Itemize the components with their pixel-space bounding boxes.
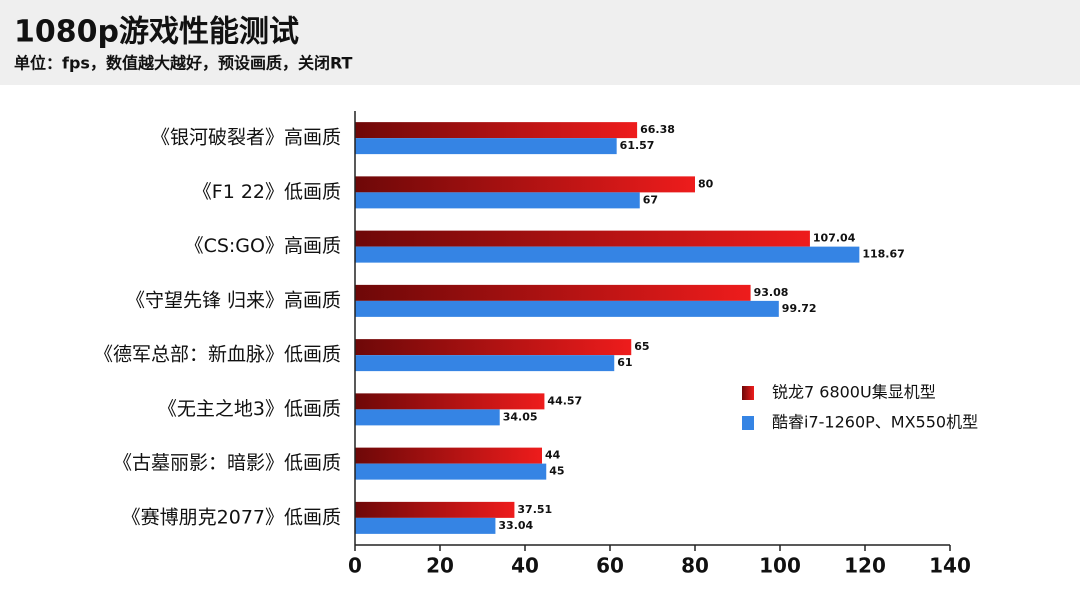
bar bbox=[355, 447, 542, 464]
x-tick-label: 120 bbox=[844, 554, 886, 578]
category-label: 《无主之地3》低画质 bbox=[158, 398, 341, 420]
value-label: 44.57 bbox=[547, 394, 582, 407]
category-label: 《守望先锋 归来》高画质 bbox=[126, 289, 341, 311]
bar bbox=[355, 284, 751, 301]
value-label: 93.08 bbox=[754, 286, 789, 299]
category-label: 《银河破裂者》高画质 bbox=[151, 127, 341, 149]
bar bbox=[355, 192, 640, 209]
bar bbox=[355, 463, 547, 480]
bar bbox=[355, 393, 545, 410]
category-label: 《赛博朋克2077》低画质 bbox=[122, 506, 341, 528]
bar bbox=[355, 122, 638, 139]
category-label: 《古墓丽影：暗影》低画质 bbox=[113, 452, 341, 474]
value-label: 61.57 bbox=[620, 139, 655, 152]
category-label: 《CS:GO》高画质 bbox=[185, 235, 341, 257]
bar bbox=[355, 246, 860, 263]
legend-label: 锐龙7 6800U集显机型 bbox=[772, 383, 936, 402]
value-label: 99.72 bbox=[782, 302, 817, 315]
x-tick-label: 20 bbox=[426, 554, 454, 578]
bar bbox=[355, 176, 695, 193]
value-label: 107.04 bbox=[813, 232, 856, 245]
bar bbox=[355, 355, 615, 372]
category-label: 《德军总部：新血脉》低画质 bbox=[94, 344, 341, 366]
value-label: 44 bbox=[545, 449, 561, 462]
bar bbox=[355, 138, 617, 155]
value-label: 61 bbox=[617, 356, 632, 369]
value-label: 34.05 bbox=[503, 410, 538, 423]
value-label: 65 bbox=[634, 340, 649, 353]
bar bbox=[355, 230, 810, 247]
chart-subtitle: 单位：fps，数值越大越好，预设画质，关闭RT bbox=[14, 54, 353, 73]
bar bbox=[355, 409, 500, 426]
x-tick-label: 140 bbox=[929, 554, 971, 578]
bar bbox=[355, 517, 496, 534]
value-label: 66.38 bbox=[640, 123, 675, 136]
legend-swatch bbox=[742, 386, 754, 400]
value-label: 80 bbox=[698, 177, 714, 190]
category-label: 《F1 22》低画质 bbox=[193, 181, 341, 203]
legend-swatch bbox=[742, 416, 754, 430]
x-tick-label: 40 bbox=[511, 554, 539, 578]
x-tick-label: 80 bbox=[681, 554, 709, 578]
x-tick-label: 100 bbox=[759, 554, 801, 578]
value-label: 118.67 bbox=[862, 248, 904, 261]
header-band bbox=[0, 0, 1080, 85]
bar bbox=[355, 501, 515, 518]
x-tick-label: 0 bbox=[348, 554, 362, 578]
value-label: 37.51 bbox=[517, 503, 552, 516]
value-label: 45 bbox=[549, 465, 564, 478]
value-label: 67 bbox=[643, 193, 658, 206]
x-tick-label: 60 bbox=[596, 554, 624, 578]
value-label: 33.04 bbox=[498, 519, 533, 532]
legend-label: 酷睿i7-1260P、MX550机型 bbox=[772, 413, 978, 432]
bar bbox=[355, 339, 632, 356]
chart-title: 1080p游戏性能测试 bbox=[14, 15, 299, 50]
bar bbox=[355, 300, 779, 317]
